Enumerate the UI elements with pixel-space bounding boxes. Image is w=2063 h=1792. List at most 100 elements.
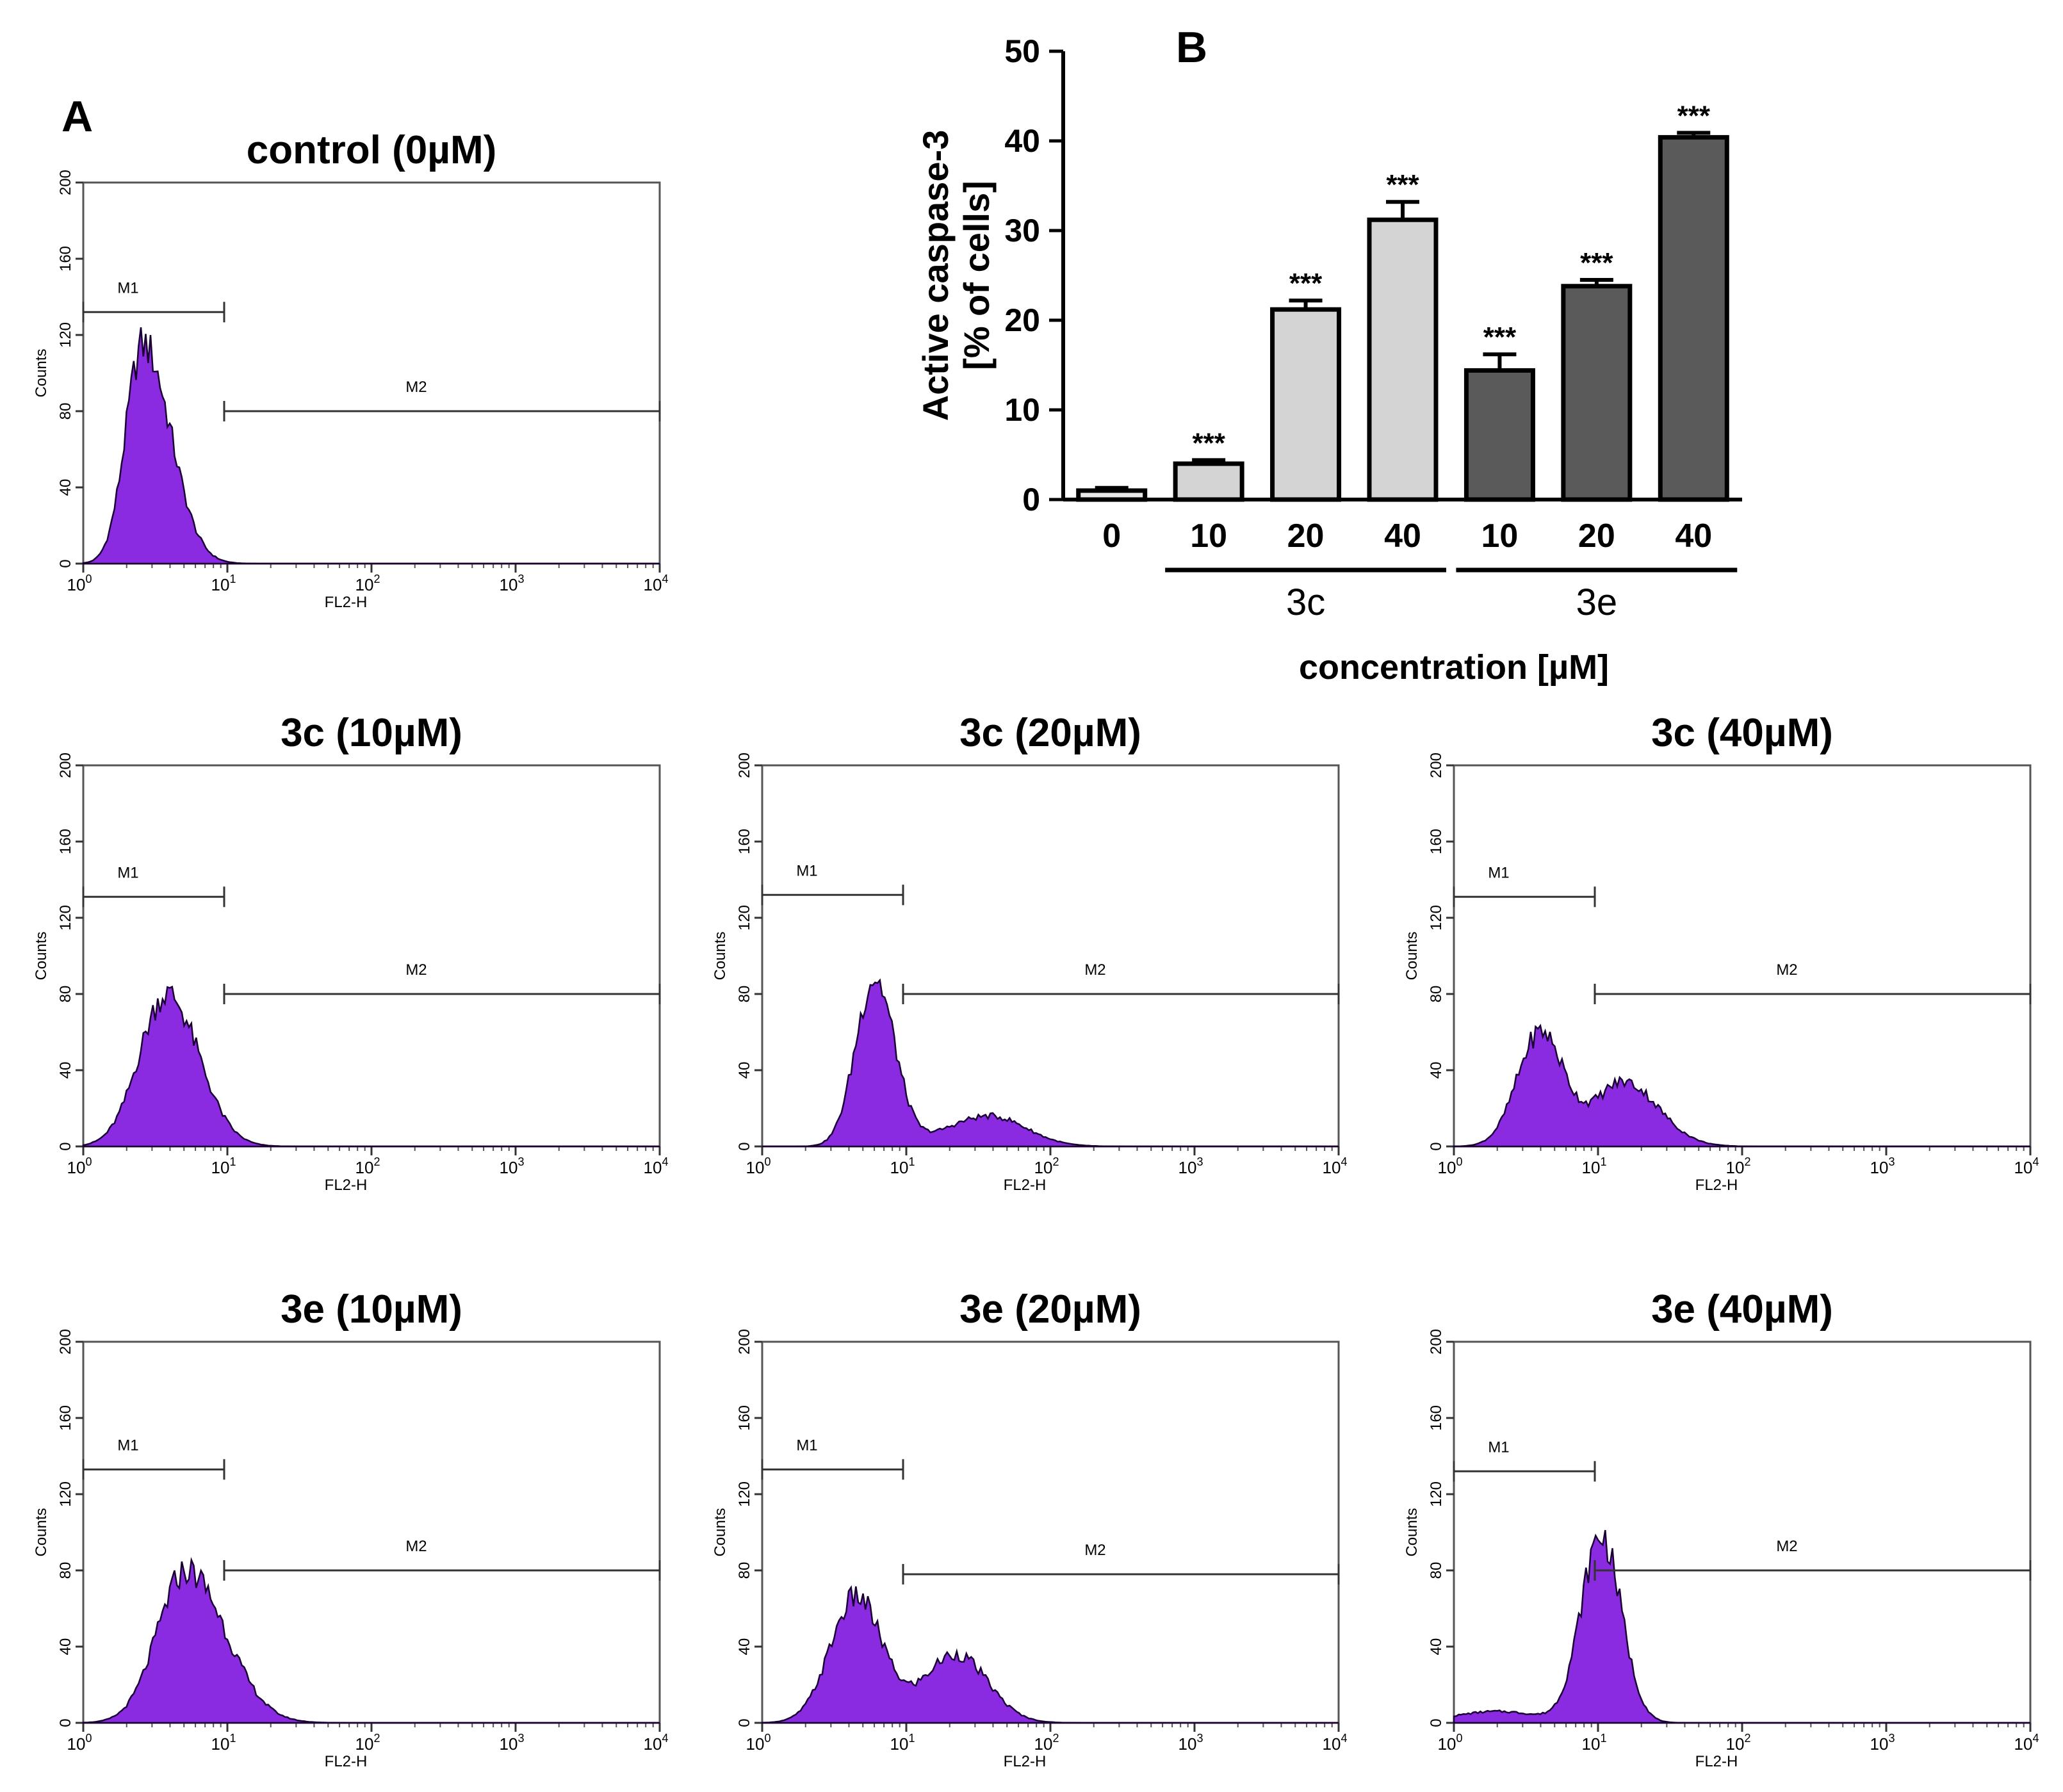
x-axis-title: FL2-H <box>1695 1177 1738 1194</box>
y-tick-label: 200 <box>57 170 74 195</box>
x-axis-title: FL2-H <box>325 1177 368 1194</box>
y-tick-label: 0 <box>1022 482 1040 517</box>
group-3e-label: 3e <box>1576 582 1618 623</box>
bar <box>1270 307 1342 502</box>
x-tick-label: 10 <box>1190 517 1227 555</box>
histogram-area <box>761 1585 1339 1724</box>
x-axis-title: FL2-H <box>1004 1753 1047 1770</box>
x-tick-label: 0 <box>1102 517 1121 555</box>
y-tick-label: 160 <box>57 1405 74 1431</box>
y-axis-title: Counts <box>33 348 50 397</box>
m2-gate-label: M2 <box>405 379 427 396</box>
y-tick-label: 20 <box>1004 302 1040 338</box>
m2-gate-label: M2 <box>1776 1538 1797 1555</box>
histogram-title: 3c (10µM) <box>281 711 462 755</box>
x-axis-title: FL2-H <box>325 594 368 611</box>
y-tick-label: 0 <box>57 1142 74 1150</box>
x-tick-label: 102 <box>1726 1155 1751 1177</box>
x-tick-label: 102 <box>1034 1732 1059 1754</box>
y-tick-label: 0 <box>1428 1142 1445 1150</box>
bar <box>1561 284 1633 502</box>
m1-gate-label: M1 <box>796 862 817 879</box>
m2-gate-label: M2 <box>405 961 427 979</box>
histogram-3c-40: 3c (40µM) 0 40 80 120 160 200 Counts 100 101 102 10… <box>1403 711 2039 1194</box>
panel-letter-a: A <box>61 92 94 141</box>
m2-gate-label: M2 <box>1776 961 1797 979</box>
y-tick-label: 10 <box>1004 392 1040 428</box>
histogram-area <box>82 985 660 1148</box>
significance-label: *** <box>1289 268 1323 299</box>
x-tick-label: 103 <box>1178 1732 1203 1754</box>
y-tick-label: 120 <box>57 1481 74 1507</box>
y-tick-label: 200 <box>736 753 753 778</box>
significance-label: *** <box>1483 322 1517 353</box>
histogram-3e-10: 3e (10µM) 0 40 80 120 160 200 Counts 100 101 102 10… <box>33 1287 668 1770</box>
x-tick-label: 101 <box>1582 1732 1607 1754</box>
y-tick-label: 0 <box>736 1142 753 1150</box>
x-tick-label: 103 <box>1178 1155 1203 1177</box>
y-tick-label: 200 <box>57 753 74 778</box>
x-tick-label: 103 <box>500 1732 525 1754</box>
group-3c-label: 3c <box>1286 582 1325 623</box>
bar <box>1367 217 1439 502</box>
y-tick-label: 120 <box>1428 1481 1445 1507</box>
m1-gate-label: M1 <box>796 1437 817 1454</box>
y-tick-label: 30 <box>1004 213 1040 248</box>
y-tick-label: 40 <box>736 1638 753 1656</box>
y-tick-label: 80 <box>736 986 753 1003</box>
bar <box>1464 368 1535 502</box>
histogram-title: control (0µM) <box>247 128 496 172</box>
x-tick-label: 101 <box>890 1155 915 1177</box>
x-axis-title: FL2-H <box>1695 1753 1738 1770</box>
y-tick-label: 40 <box>57 1062 74 1079</box>
y-tick-label: 0 <box>57 559 74 567</box>
m2-gate-label: M2 <box>1084 961 1105 979</box>
significance-label: *** <box>1580 247 1613 279</box>
x-tick-label: 40 <box>1675 517 1712 555</box>
m1-gate-label: M1 <box>117 279 138 297</box>
x-tick-label: 100 <box>1438 1732 1463 1754</box>
x-tick-label: 104 <box>2014 1732 2039 1754</box>
x-axis-title: concentration [µM] <box>1299 648 1609 687</box>
plot-frame <box>1453 1340 2032 1724</box>
y-tick-label: 0 <box>57 1718 74 1727</box>
y-tick-label: 40 <box>57 1638 74 1656</box>
x-tick-label: 101 <box>211 1155 236 1177</box>
x-tick-label: 101 <box>211 1732 236 1754</box>
significance-label: *** <box>1677 100 1711 131</box>
y-axis-title: Counts <box>1403 1508 1421 1556</box>
histogram-3c-10: 3c (10µM) 0 40 80 120 160 200 Counts 100 101 102 10… <box>33 711 668 1194</box>
bar <box>1658 134 1729 502</box>
x-axis-title: FL2-H <box>325 1753 368 1770</box>
x-tick-label: 104 <box>2014 1155 2039 1177</box>
x-tick-label: 104 <box>1323 1732 1348 1754</box>
x-tick-label: 101 <box>890 1732 915 1754</box>
y-axis-title: Counts <box>712 931 729 980</box>
m2-gate-label: M2 <box>405 1538 427 1555</box>
bar <box>1076 488 1148 502</box>
histogram-3e-20: 3e (20µM) 0 40 80 120 160 200 Counts 100 101 102 10… <box>712 1287 1348 1770</box>
x-tick-label: 102 <box>1034 1155 1059 1177</box>
x-tick-label: 102 <box>355 573 380 594</box>
x-tick-label: 104 <box>1323 1155 1348 1177</box>
y-tick-label: 80 <box>57 986 74 1003</box>
significance-label: *** <box>1386 169 1419 200</box>
x-tick-label: 100 <box>746 1155 771 1177</box>
y-tick-label: 200 <box>736 1329 753 1355</box>
x-tick-label: 101 <box>211 573 236 594</box>
x-tick-label: 103 <box>1870 1155 1895 1177</box>
histogram-title: 3c (20µM) <box>959 711 1141 755</box>
y-axis-title-line1: Active caspase-3 <box>915 130 956 421</box>
caspase-bar-chart: 0 10 20 30 40 50 Active caspase-3 [% of cells] 0… <box>915 33 1742 687</box>
x-tick-label: 100 <box>67 1732 92 1754</box>
x-tick-label: 100 <box>67 573 92 594</box>
y-tick-label: 80 <box>57 1562 74 1579</box>
y-axis-title: Counts <box>33 931 50 980</box>
y-tick-label: 120 <box>736 905 753 931</box>
m1-gate-label: M1 <box>1488 864 1509 881</box>
x-tick-label: 103 <box>1870 1732 1895 1754</box>
significance-label: *** <box>1192 427 1225 459</box>
y-tick-label: 0 <box>736 1718 753 1727</box>
y-tick-label: 40 <box>1428 1638 1445 1656</box>
